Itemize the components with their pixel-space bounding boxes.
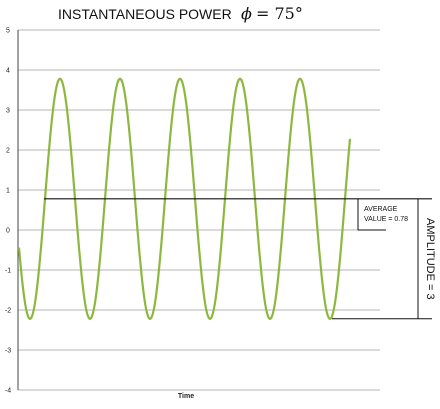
y-tick-label: 1 [6,188,10,195]
y-tick-label: -1 [5,268,11,275]
phi-symbol: ϕ [241,4,252,23]
y-tick-label: -4 [5,388,11,395]
series-group [17,77,352,320]
x-axis-label: Time [178,393,194,400]
amplitude-label: AMPLITUDE = 3 [424,218,436,300]
average-label-line1: AVERAGE [364,206,398,213]
power-curve [17,77,352,320]
y-tick-label: 5 [6,28,10,35]
annotation-lines [44,198,432,320]
y-tick-label: 2 [6,148,10,155]
y-tick-label: 0 [6,228,10,235]
chart-title: INSTANTANEOUS POWER [58,6,232,22]
gridlines [18,29,380,391]
y-tick-label: 4 [6,68,10,75]
y-tick-labels: 5 4 3 2 1 0 -1 -2 -3 -4 [5,28,11,395]
y-tick-label: -3 [5,348,11,355]
average-label-line2: VALUE = 0.78 [364,216,408,223]
y-tick-label: 3 [6,108,10,115]
phi-value: = 75° [256,4,303,23]
y-tick-label: -2 [5,308,11,315]
